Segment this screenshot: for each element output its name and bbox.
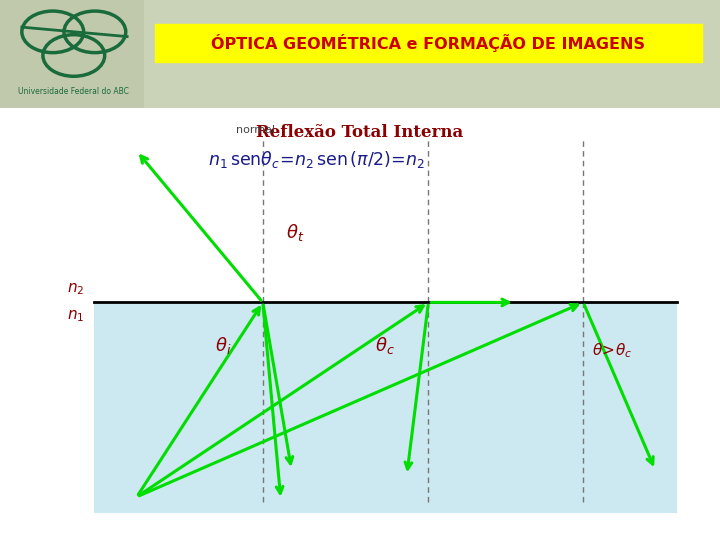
Bar — [144, 0, 720, 108]
Text: normal: normal — [236, 125, 275, 135]
Bar — [155, 24, 702, 62]
Text: $\theta_t$: $\theta_t$ — [286, 222, 305, 242]
Text: $n_1\,\mathrm{sen}\theta_c\!=\!n_2\,\mathrm{sen}\,(\pi/2)\!=\!n_2$: $n_1\,\mathrm{sen}\theta_c\!=\!n_2\,\mat… — [208, 149, 426, 170]
Bar — [94, 302, 677, 513]
Bar — [0, 0, 720, 108]
Text: $\theta_c$: $\theta_c$ — [375, 335, 395, 356]
Bar — [0, 108, 720, 540]
Text: $n_2$: $n_2$ — [67, 281, 84, 297]
Text: $n_1$: $n_1$ — [67, 308, 84, 324]
Text: ÓPTICA GEOMÉTRICA e FORMAÇÃO DE IMAGENS: ÓPTICA GEOMÉTRICA e FORMAÇÃO DE IMAGENS — [212, 34, 645, 52]
Text: $\theta\!>\!\theta_c$: $\theta\!>\!\theta_c$ — [592, 342, 632, 360]
Text: $\theta_i$: $\theta_i$ — [215, 335, 231, 356]
Text: Universidade Federal do ABC: Universidade Federal do ABC — [19, 87, 129, 96]
Text: Reflexão Total Interna: Reflexão Total Interna — [256, 124, 464, 141]
